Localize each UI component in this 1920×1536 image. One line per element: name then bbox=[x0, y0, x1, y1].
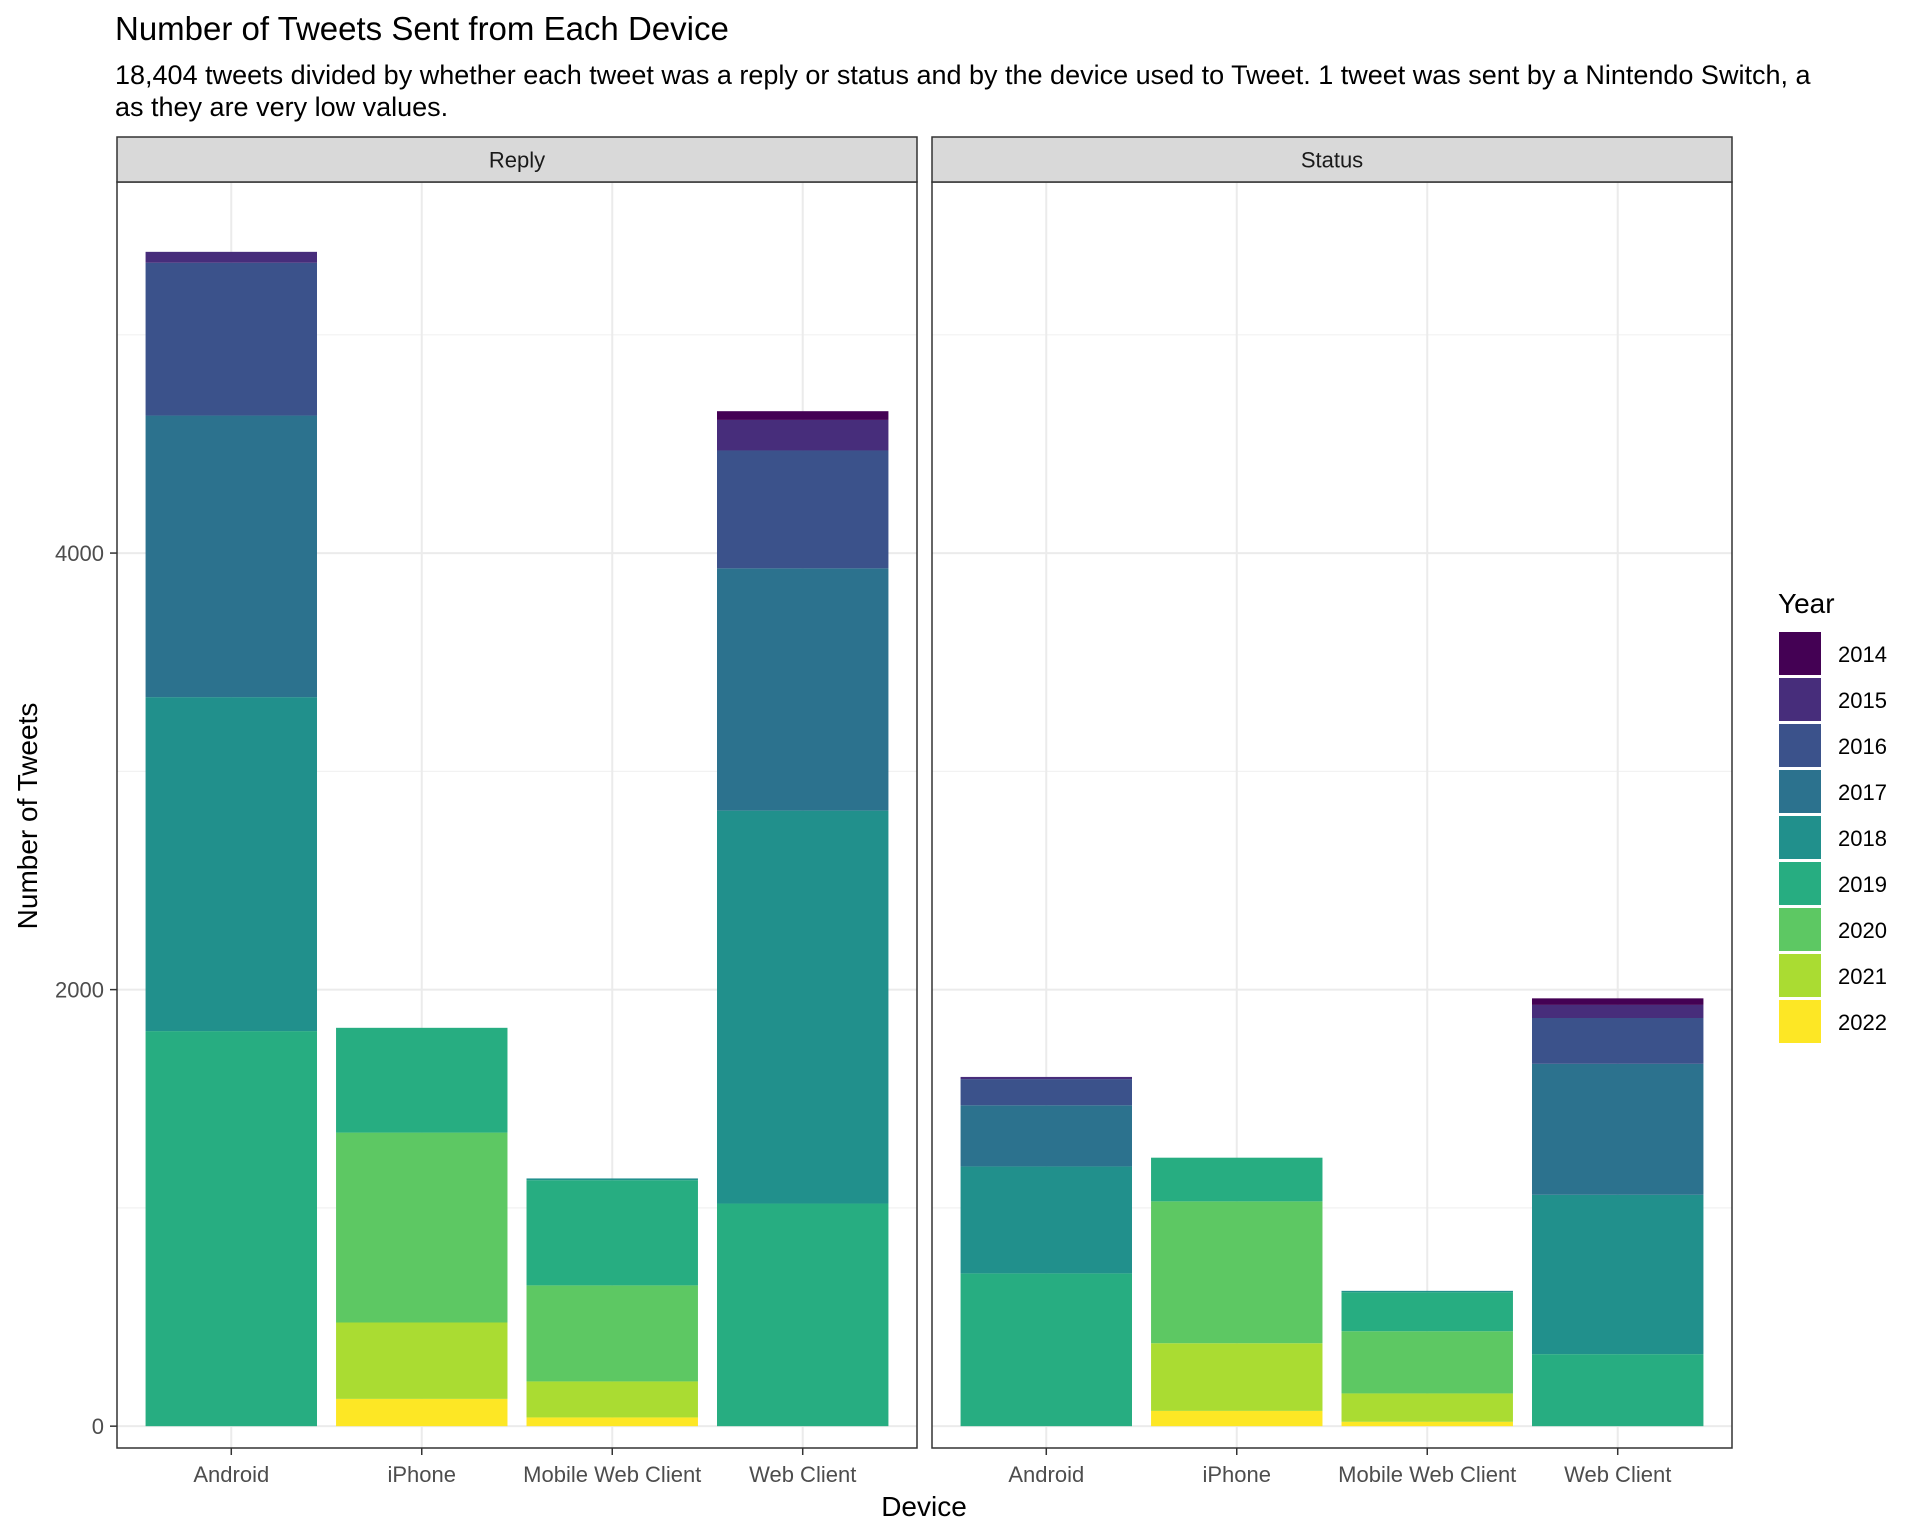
bar-segment-reply-android-2019 bbox=[145, 1031, 317, 1427]
x-tick-label: Android bbox=[1008, 1462, 1084, 1487]
bar-segment-reply-web-client-2018 bbox=[717, 810, 889, 1204]
legend-key-2014 bbox=[1779, 632, 1821, 675]
bar-segment-status-web-client-2017 bbox=[1532, 1063, 1704, 1195]
bar-segment-status-android-2019 bbox=[960, 1273, 1132, 1427]
panel-reply: Reply Android iPhone Mobile Web Client Web C… bbox=[116, 136, 918, 1487]
panel-status: Status Android iPhone Mobile Web Client Web … bbox=[931, 136, 1733, 1487]
bar-segment-status-android-2015 bbox=[960, 1076, 1132, 1080]
bar-segment-reply-android-2018 bbox=[145, 697, 317, 1032]
bar-segment-reply-web-client-2016 bbox=[717, 450, 889, 569]
bar-segment-status-iphone-2020 bbox=[1151, 1201, 1323, 1344]
x-tick-label: iPhone bbox=[388, 1462, 457, 1487]
y-tick-label: 4000 bbox=[55, 541, 104, 566]
y-tick-label: 0 bbox=[92, 1414, 104, 1439]
legend-key-2020 bbox=[1779, 908, 1821, 951]
bar-segment-reply-mobile-web-client-2021 bbox=[526, 1381, 698, 1418]
facet-strip-label: Status bbox=[1301, 148, 1363, 173]
bar-segment-reply-iphone-2021 bbox=[336, 1322, 508, 1399]
bar-segment-status-mobile-web-client-2019 bbox=[1341, 1292, 1513, 1332]
bar-segment-status-web-client-2018 bbox=[1532, 1194, 1704, 1355]
legend-key-2022 bbox=[1779, 1000, 1821, 1043]
bar-segment-reply-web-client-2019 bbox=[717, 1203, 889, 1427]
bar-segment-status-android-2016 bbox=[960, 1079, 1132, 1106]
chart-subtitle-line-2: as they are very low values. bbox=[115, 92, 448, 122]
bar-segment-status-mobile-web-client-2018 bbox=[1341, 1290, 1513, 1293]
bar-segment-status-web-client-2016 bbox=[1532, 1017, 1704, 1064]
legend-label-2016: 2016 bbox=[1838, 734, 1887, 759]
legend-label-2022: 2022 bbox=[1838, 1010, 1887, 1035]
y-axis-title: Number of Tweets bbox=[12, 703, 43, 930]
legend-label-2015: 2015 bbox=[1838, 688, 1887, 713]
facet-strip bbox=[931, 136, 1733, 183]
x-tick-label: Mobile Web Client bbox=[523, 1462, 701, 1487]
bar-segment-status-mobile-web-client-2021 bbox=[1341, 1393, 1513, 1422]
x-axis-title: Device bbox=[881, 1491, 967, 1522]
legend-key-2017 bbox=[1779, 770, 1821, 813]
bar-segment-status-android-2017 bbox=[960, 1105, 1132, 1167]
legend-key-2021 bbox=[1779, 954, 1821, 997]
bar-segment-reply-mobile-web-client-2020 bbox=[526, 1285, 698, 1382]
bar-segment-reply-iphone-2022 bbox=[336, 1398, 508, 1427]
bar-segment-reply-iphone-2019 bbox=[336, 1027, 508, 1133]
legend: Year 2014 2015 2016 2017 2018 2019 2020 2021 202… bbox=[1778, 588, 1887, 1043]
bar-segment-reply-web-client-2015 bbox=[717, 419, 889, 451]
bar-segment-reply-android-2016 bbox=[145, 262, 317, 416]
bar-segment-reply-mobile-web-client-2022 bbox=[526, 1417, 698, 1427]
bar-segment-reply-mobile-web-client-2018 bbox=[526, 1178, 698, 1181]
bar-segment-reply-iphone-2020 bbox=[336, 1132, 508, 1323]
x-tick-label: Web Client bbox=[1564, 1462, 1671, 1487]
bar-segment-status-web-client-2019 bbox=[1532, 1354, 1704, 1427]
bar-segment-reply-android-2017 bbox=[145, 415, 317, 698]
legend-label-2021: 2021 bbox=[1838, 964, 1887, 989]
legend-key-2019 bbox=[1779, 862, 1821, 905]
legend-label-2018: 2018 bbox=[1838, 826, 1887, 851]
bar-segment-reply-mobile-web-client-2019 bbox=[526, 1180, 698, 1286]
bar-segment-status-mobile-web-client-2020 bbox=[1341, 1331, 1513, 1394]
bar-segment-status-iphone-2022 bbox=[1151, 1410, 1323, 1427]
bar-segment-reply-web-client-2014 bbox=[717, 411, 889, 420]
bar-segment-status-web-client-2015 bbox=[1532, 1004, 1704, 1018]
x-tick-label: iPhone bbox=[1203, 1462, 1272, 1487]
bar-segment-reply-android-2015 bbox=[145, 251, 317, 263]
x-tick-label: Mobile Web Client bbox=[1338, 1462, 1516, 1487]
legend-key-2018 bbox=[1779, 816, 1821, 859]
legend-label-2017: 2017 bbox=[1838, 780, 1887, 805]
chart-subtitle-line-1: 18,404 tweets divided by whether each tw… bbox=[115, 60, 1811, 90]
legend-key-2015 bbox=[1779, 678, 1821, 721]
bar-segment-reply-web-client-2017 bbox=[717, 568, 889, 811]
chart-title: Number of Tweets Sent from Each Device bbox=[115, 10, 729, 47]
panels-layer: Reply Android iPhone Mobile Web Client Web C… bbox=[55, 136, 1733, 1487]
y-tick-label: 2000 bbox=[55, 978, 104, 1003]
legend-label-2020: 2020 bbox=[1838, 918, 1887, 943]
bar-segment-status-mobile-web-client-2022 bbox=[1341, 1421, 1513, 1427]
bar-segment-status-android-2018 bbox=[960, 1166, 1132, 1274]
facet-strip bbox=[116, 136, 918, 183]
legend-title: Year bbox=[1778, 588, 1835, 619]
legend-label-2019: 2019 bbox=[1838, 872, 1887, 897]
bar-segment-status-web-client-2014 bbox=[1532, 998, 1704, 1005]
bar-segment-status-iphone-2021 bbox=[1151, 1343, 1323, 1411]
y-axis: 0 2000 4000 bbox=[55, 541, 117, 1439]
x-tick-label: Android bbox=[193, 1462, 269, 1487]
bar-segment-status-iphone-2019 bbox=[1151, 1157, 1323, 1202]
facet-strip-label: Reply bbox=[489, 148, 545, 173]
legend-label-2014: 2014 bbox=[1838, 642, 1887, 667]
x-tick-label: Web Client bbox=[749, 1462, 856, 1487]
legend-key-2016 bbox=[1779, 724, 1821, 767]
